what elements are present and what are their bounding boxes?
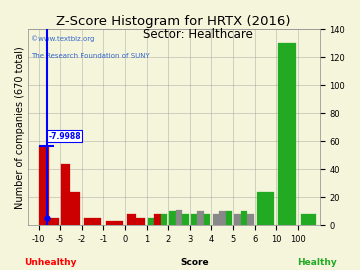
Bar [61, 164, 71, 225]
Text: The Research Foundation of SUNY: The Research Foundation of SUNY [31, 53, 149, 59]
Title: Z-Score Histogram for HRTX (2016): Z-Score Histogram for HRTX (2016) [57, 15, 291, 28]
Bar [161, 214, 167, 225]
Text: Unhealthy: Unhealthy [24, 258, 77, 267]
Y-axis label: Number of companies (670 total): Number of companies (670 total) [15, 46, 25, 209]
Bar [154, 214, 161, 225]
Bar [135, 218, 145, 225]
Bar [71, 192, 80, 225]
Bar [105, 221, 123, 225]
Bar [49, 218, 59, 225]
Text: Sector: Healthcare: Sector: Healthcare [143, 28, 253, 41]
Bar [212, 214, 219, 225]
Bar [148, 218, 154, 225]
Bar [247, 214, 253, 225]
Bar [39, 146, 49, 225]
Bar [225, 211, 232, 225]
Bar [191, 214, 197, 225]
Text: Healthy: Healthy [297, 258, 337, 267]
Bar [197, 211, 204, 225]
Bar [84, 218, 101, 225]
Text: Score: Score [180, 258, 209, 267]
Text: ©www.textbiz.org: ©www.textbiz.org [31, 35, 94, 42]
Bar [234, 214, 240, 225]
Bar [240, 211, 247, 225]
Bar [127, 214, 136, 225]
Bar [176, 210, 182, 225]
Bar [219, 211, 225, 225]
Bar [301, 214, 316, 225]
Bar [279, 43, 296, 225]
Bar [182, 214, 189, 225]
Bar [257, 192, 274, 225]
Bar [169, 211, 176, 225]
Text: -7.9988: -7.9988 [48, 131, 81, 141]
Bar [204, 214, 210, 225]
